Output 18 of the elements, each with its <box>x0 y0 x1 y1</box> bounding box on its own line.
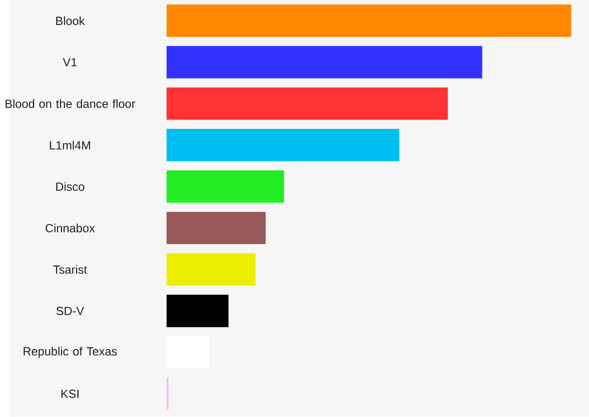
y-tick-label: Cinnabox <box>46 224 95 233</box>
y-tick-label: Tsarist <box>53 265 88 274</box>
bar <box>166 46 482 79</box>
y-tick-label: SD-V <box>56 306 84 316</box>
bar <box>166 88 448 120</box>
bar <box>166 129 400 162</box>
y-tick-label: V1 <box>62 58 77 66</box>
y-tick-label: KSI <box>61 390 78 398</box>
y-tick-label: Blook <box>56 16 85 26</box>
bar <box>166 4 572 38</box>
bar <box>166 170 284 203</box>
y-tick-label: L1ml4M <box>50 141 90 150</box>
bar <box>166 294 228 328</box>
y-tick-label: Republic of Texas <box>24 347 117 358</box>
y-tick-label: Disco <box>56 182 84 192</box>
y-tick-label: Blood on the dance floor <box>6 100 136 108</box>
bar <box>166 254 256 286</box>
bar <box>166 212 266 244</box>
